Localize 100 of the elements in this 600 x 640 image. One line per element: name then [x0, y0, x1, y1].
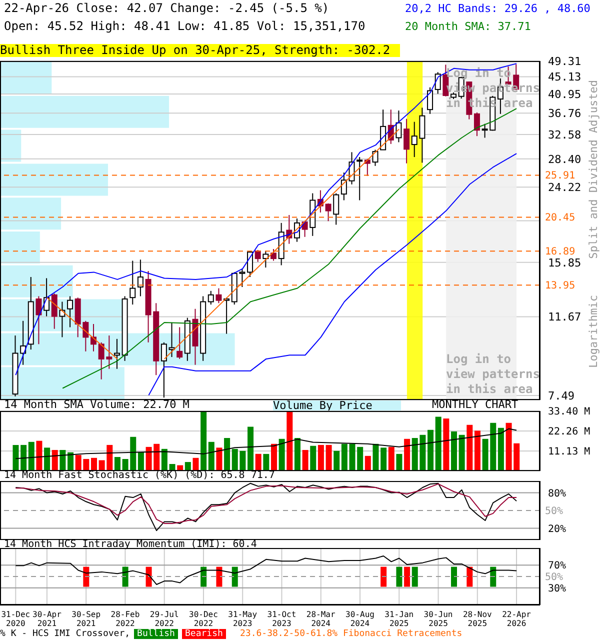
legend-title: % K - HCS IMI Crossover, [0, 629, 130, 639]
ref-line-label: 25.91 [545, 170, 576, 182]
x-tick-label: 31-Jan 2025 [384, 610, 414, 628]
bar [318, 444, 324, 471]
y-tick-label: 40.95 [548, 88, 582, 101]
text: Volume By Price [273, 399, 401, 412]
bar [208, 442, 214, 471]
y-tick-label: 49.31 [548, 54, 582, 68]
x-tick-label: 30-Jun 2025 [424, 610, 453, 628]
candlestick [176, 326, 183, 360]
bar [451, 431, 457, 471]
x-tick-label: 28-Feb 2022 [110, 610, 140, 628]
y-tick-label: 11.13 M [548, 446, 590, 458]
bar [498, 428, 504, 471]
text: Bullish Three Inside Up on 30-Apr-25, Strength: -302.2 [0, 43, 400, 57]
text: 20 Month SMA: 37.71 [405, 20, 531, 33]
bar [271, 444, 277, 471]
ref-line-label: 16.89 [545, 246, 576, 258]
candlestick [404, 118, 410, 164]
candlestick [333, 192, 340, 226]
candlestick [262, 250, 269, 268]
text: Bullish [134, 629, 178, 639]
y-tick-label: 20% [548, 524, 566, 535]
bar [435, 416, 442, 471]
bar [52, 450, 58, 471]
y-tick-label: 36.76 [548, 107, 582, 120]
chart-title: 14 Month SMA Volume: 22.70 M [4, 398, 190, 411]
text: Split and Dividend Adjusted [587, 80, 600, 259]
bar [310, 446, 316, 471]
x-tick-label: 30-Dec 2022 [189, 610, 218, 628]
ref-line-label: 50% [545, 572, 564, 584]
bar [443, 418, 450, 471]
y-tick-label: 11.67 [548, 310, 582, 324]
bar [36, 440, 42, 471]
bar [114, 456, 120, 471]
candlestick [356, 156, 363, 201]
bar [364, 456, 371, 471]
chart-title: 14 Month HCS Intraday Momentum (IMI): 60.4 [4, 539, 257, 550]
x-tick-label: 30-Apr 2021 [32, 610, 62, 628]
bar [474, 430, 480, 471]
chart-title: 22-Apr-26 Close: 42.07 Change: -2.45 (-5.5 %) [4, 1, 330, 15]
bar [255, 454, 262, 471]
ref-line-label: 13.95 [545, 280, 576, 292]
bar [0, 62, 52, 94]
x-tick-label: 22-Apr 2026 [502, 610, 532, 628]
x-tick-label: 28-Mar 2024 [306, 610, 336, 628]
candlestick [434, 72, 441, 94]
bar [286, 411, 293, 471]
bar [192, 458, 199, 471]
text: Logarithmic [587, 295, 600, 368]
bar [294, 438, 300, 471]
bar [428, 430, 434, 471]
y-tick-label: 45.13 [548, 70, 582, 84]
y-tick-label: 22.26 M [548, 426, 590, 438]
bar [302, 450, 308, 471]
bar [200, 411, 207, 471]
y-tick-label: 28.40 [548, 152, 582, 166]
bar [404, 438, 410, 471]
candlestick [340, 172, 347, 201]
x-tick-label: 28-Nov 2025 [462, 610, 492, 628]
candlestick [325, 202, 332, 222]
candlestick [130, 260, 136, 306]
candlestick [208, 290, 214, 306]
bar [372, 444, 379, 471]
y-tick-label: 32.58 [548, 128, 582, 142]
bar [44, 448, 50, 471]
y-tick-label: 7.49 [548, 389, 574, 402]
line-series [15, 555, 518, 585]
text: 20,2 HC Bands: 29.26 , 48.60 [405, 2, 590, 15]
bar [91, 458, 97, 471]
bar [458, 434, 465, 471]
candlestick [216, 288, 222, 304]
line-series [15, 482, 518, 532]
candlestick [67, 296, 74, 328]
ref-line-label: 20.45 [545, 212, 576, 224]
bar [138, 452, 144, 471]
y-tick-label: 24.22 [548, 181, 582, 194]
y-tick-label: 15.85 [548, 256, 582, 270]
bar [466, 424, 473, 471]
x-tick-label: 29-Jul 2022 [150, 610, 179, 628]
ref-line-label: 50% [545, 506, 564, 518]
candlestick [168, 322, 175, 358]
annotation: MONTHLY CHART [432, 398, 518, 411]
candlestick [254, 249, 261, 262]
candlestick [36, 296, 42, 345]
bar [161, 448, 168, 471]
bar [20, 444, 27, 471]
candlestick [270, 248, 276, 262]
bar [326, 444, 332, 471]
bar [263, 454, 270, 471]
bar [224, 438, 230, 471]
candlestick [474, 112, 480, 137]
bar [60, 450, 66, 471]
bar [341, 444, 348, 471]
y-tick-label: 70% [548, 560, 566, 572]
x-tick-label: 30-Sep 2021 [72, 610, 101, 628]
candlestick [137, 259, 144, 297]
bar [0, 265, 73, 298]
annotation: Log in to view patterns in this area [446, 352, 540, 397]
bar [0, 232, 40, 264]
